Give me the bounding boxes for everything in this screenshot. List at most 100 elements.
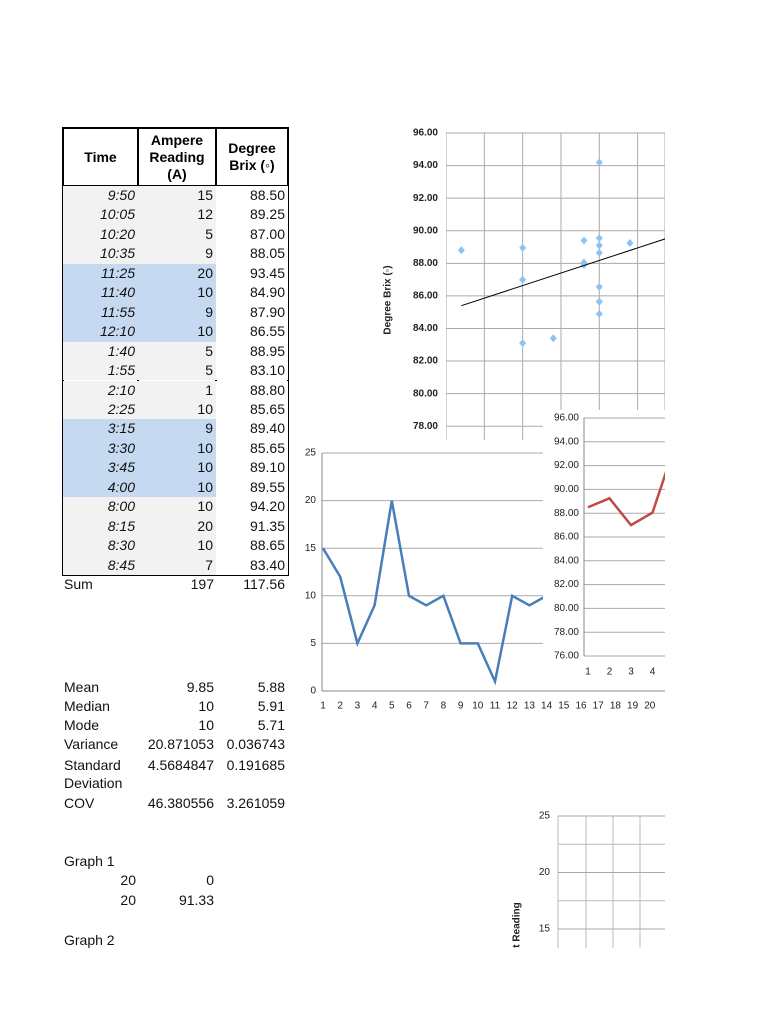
graph-value: 0 bbox=[206, 872, 214, 888]
y-tick-label: 25 bbox=[539, 811, 551, 822]
value-cell: 89.10 bbox=[216, 458, 288, 478]
row-label: Variance bbox=[64, 736, 119, 752]
value-cell: 87.00 bbox=[216, 224, 288, 245]
value-cell: 7 bbox=[138, 555, 216, 575]
time-cell: 8:45 bbox=[63, 555, 138, 575]
x-tick-label: 7 bbox=[714, 667, 720, 678]
value-cell: 5 bbox=[138, 224, 216, 245]
time-cell: 8:30 bbox=[63, 536, 138, 556]
y-tick-label: 78.00 bbox=[554, 627, 579, 638]
row-label: Sum bbox=[64, 576, 93, 592]
value-cell: 10 bbox=[138, 536, 216, 556]
value-cell: 94.20 bbox=[216, 497, 288, 517]
y-axis-label: t Reading bbox=[512, 902, 523, 948]
y-tick-label: 92.00 bbox=[413, 193, 438, 204]
y-tick-label: 82.00 bbox=[413, 356, 438, 367]
scatter-point bbox=[672, 251, 679, 259]
y-tick-label: 10 bbox=[305, 590, 317, 601]
time-cell: 11:25 bbox=[63, 263, 138, 284]
row-value: 9.85 bbox=[186, 679, 214, 695]
y-tick-label: 5 bbox=[310, 638, 316, 649]
x-tick-label: 1 bbox=[585, 667, 591, 678]
y-axis-label: Degree Brix (◦) bbox=[383, 265, 394, 334]
time-cell: 2:25 bbox=[63, 399, 138, 420]
x-tick-label: 5 bbox=[389, 701, 395, 712]
time-cell: 3:30 bbox=[63, 438, 138, 459]
graph-value: 20 bbox=[120, 891, 136, 908]
x-tick-label: 4 bbox=[650, 667, 656, 678]
value-cell: 9 bbox=[138, 244, 216, 264]
row-value: 5.88 bbox=[257, 679, 285, 695]
value-cell: 10 bbox=[138, 497, 216, 517]
time-cell: 4:00 bbox=[63, 477, 138, 498]
y-tick-label: 84.00 bbox=[554, 555, 579, 566]
value-cell: 89.55 bbox=[216, 477, 288, 498]
x-tick-label: 3 bbox=[628, 667, 634, 678]
y-tick-label: 88.00 bbox=[554, 508, 579, 519]
row-value: 5.71 bbox=[257, 717, 285, 733]
row-value: 10 bbox=[198, 717, 214, 733]
bottom-chart: 15 20 25 t Reading bbox=[512, 811, 665, 948]
graph-value: 91.33 bbox=[178, 891, 214, 908]
y-tick-label: 25 bbox=[305, 448, 317, 459]
x-tick-label: 20 bbox=[644, 701, 656, 712]
scatter-axis: 78.00 80.00 82.00 84.00 86.00 88.00 90.00 92.00… bbox=[383, 128, 439, 432]
row-value: 46.380556 bbox=[147, 795, 214, 811]
value-cell: 10 bbox=[138, 458, 216, 478]
scatter-point bbox=[626, 238, 634, 247]
scatter-point bbox=[595, 158, 603, 167]
x-tick-label: 19 bbox=[627, 701, 639, 712]
scatter-point bbox=[595, 241, 603, 250]
x-tick-label: 11 bbox=[490, 701, 501, 712]
time-cell: 1:55 bbox=[63, 361, 138, 381]
y-tick-label: 20 bbox=[539, 867, 551, 878]
value-cell: 5 bbox=[138, 361, 216, 381]
scatter-point bbox=[519, 243, 527, 252]
row-label: Median bbox=[64, 698, 110, 714]
column-header: Degree Brix (◦) bbox=[228, 140, 276, 173]
row-value: 20.871053 bbox=[147, 736, 214, 752]
row-value: 0.191685 bbox=[226, 757, 285, 773]
scatter-point bbox=[519, 275, 527, 284]
chart-background bbox=[543, 410, 665, 682]
scatter-point bbox=[595, 297, 603, 306]
row-value: 5.91 bbox=[257, 698, 285, 714]
scatter-point bbox=[749, 205, 756, 213]
row-value: 4.5684847 bbox=[147, 757, 214, 773]
value-cell: 10 bbox=[138, 477, 216, 498]
time-cell: 11:55 bbox=[63, 302, 138, 323]
row-value: 3.261059 bbox=[226, 795, 285, 811]
y-tick-label: 86.00 bbox=[413, 291, 438, 302]
row-label: Standard Deviation bbox=[64, 757, 123, 791]
x-tick-label: 4 bbox=[372, 701, 378, 712]
value-cell: 88.95 bbox=[216, 341, 288, 362]
x-tick-label: 2 bbox=[607, 667, 613, 678]
trendline bbox=[461, 238, 665, 307]
x-tick-label: 6 bbox=[406, 701, 412, 712]
value-cell: 5 bbox=[138, 341, 216, 362]
y-tick-label: 94.00 bbox=[413, 160, 438, 171]
time-cell: 2:10 bbox=[63, 380, 138, 400]
value-cell: 1 bbox=[138, 380, 216, 400]
y-tick-label: 90.00 bbox=[554, 484, 579, 495]
value-cell: 10 bbox=[138, 283, 216, 303]
scatter-point bbox=[749, 171, 756, 179]
scatter-point bbox=[580, 260, 588, 269]
x-tick-label: 15 bbox=[558, 701, 570, 712]
value-cell: 85.65 bbox=[216, 438, 288, 459]
value-cell: 87.90 bbox=[216, 302, 288, 323]
column-header: Ampere Reading (A) bbox=[149, 131, 205, 182]
graph-title: Graph 1 bbox=[64, 853, 115, 869]
value-cell: 88.65 bbox=[216, 536, 288, 556]
time-cell: 8:15 bbox=[63, 516, 138, 537]
x-tick-label: 2 bbox=[337, 701, 343, 712]
value-cell: 10 bbox=[138, 322, 216, 342]
y-tick-label: 92.00 bbox=[554, 460, 579, 471]
scatter-point bbox=[595, 309, 603, 318]
value-cell: 83.40 bbox=[216, 555, 288, 575]
x-tick-label: 16 bbox=[575, 701, 587, 712]
y-tick-label: 96.00 bbox=[413, 128, 438, 139]
x-tick-label: 5 bbox=[671, 667, 677, 678]
graph-value: 20 bbox=[120, 872, 136, 888]
scatter-point bbox=[549, 334, 557, 343]
